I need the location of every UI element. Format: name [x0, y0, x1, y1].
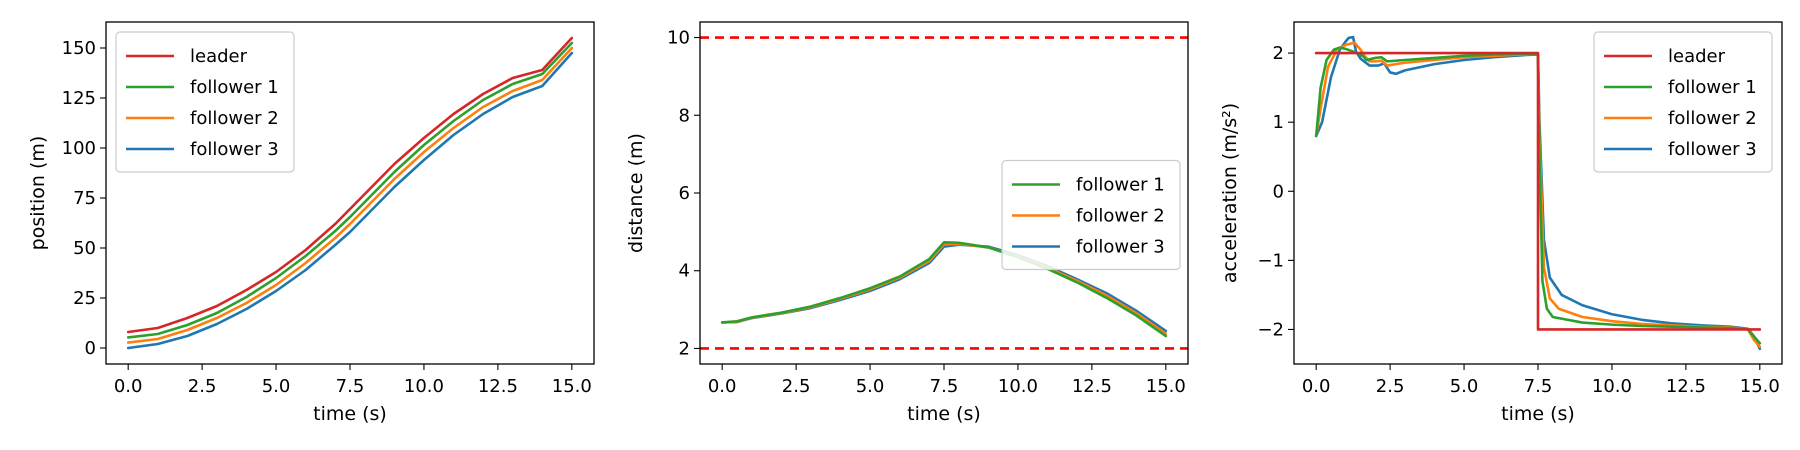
x-tick-label: 2.5: [782, 376, 811, 397]
legend-label-follower-1: follower 1: [190, 77, 279, 98]
legend: follower 1 follower 2 follower 3: [1001, 159, 1181, 271]
chart-panel-2: 0.0 2.5 5.0 7.5 10.0 12.5 15.0 2 4 6 8 10 time (s) di…: [625, 21, 1189, 425]
legend-label-follower-2: follower 2: [1668, 108, 1757, 129]
series-line-follower-1: [126, 41, 574, 339]
x-tick-label: 2.5: [1376, 376, 1405, 397]
x-tick-label: 12.5: [1666, 376, 1706, 397]
legend-label-leader: leader: [190, 46, 248, 67]
legend: leader follower 1 follower 2 follower 3: [1593, 31, 1773, 173]
x-tick-label: 12.5: [478, 376, 518, 397]
x-tick-label: 10.0: [404, 376, 444, 397]
x-tick-label: 15.0: [1146, 376, 1186, 397]
x-tick-label: 5.0: [262, 376, 291, 397]
y-tick-label: 10: [667, 28, 690, 49]
y-tick-label: −2: [1257, 319, 1284, 340]
y-axis-label: acceleration (m/s²): [1219, 103, 1241, 283]
y-tick-label: 150: [62, 38, 96, 59]
x-tick-label: 0.0: [1302, 376, 1331, 397]
x-tick-label: 0.0: [708, 376, 737, 397]
legend: leader follower 1 follower 2 follower 3: [115, 31, 295, 173]
x-tick-label: 15.0: [552, 376, 592, 397]
legend-label-follower-3: follower 3: [1668, 139, 1757, 160]
legend-label-follower-1: follower 1: [1668, 77, 1757, 98]
legend-label-leader: leader: [1668, 46, 1726, 67]
x-tick-label: 5.0: [856, 376, 885, 397]
series-line-follower-1: [720, 241, 1168, 338]
series-line-leader: [1314, 51, 1762, 331]
y-tick-label: 25: [73, 288, 96, 309]
x-tick-label: 10.0: [998, 376, 1038, 397]
legend-label-follower-3: follower 3: [190, 139, 279, 160]
series-line-follower-2: [126, 46, 574, 344]
x-tick-label: 7.5: [1524, 376, 1553, 397]
series-group: [1314, 35, 1762, 351]
legend-label-follower-1: follower 1: [1076, 175, 1165, 196]
x-axis-label: time (s): [313, 403, 387, 425]
series-line-follower-3: [126, 51, 574, 350]
chart-panel-3: 0.0 2.5 5.0 7.5 10.0 12.5 15.0 −2 −1 0 1 2 time (s) a…: [1219, 21, 1783, 425]
y-tick-label: 75: [73, 188, 96, 209]
y-tick-label: 100: [62, 138, 96, 159]
x-tick-label: 2.5: [188, 376, 217, 397]
y-tick-label: 0: [1273, 181, 1284, 202]
y-tick-label: 2: [1273, 43, 1284, 64]
x-tick-label: 0.0: [114, 376, 143, 397]
x-tick-label: 7.5: [930, 376, 959, 397]
legend-label-follower-2: follower 2: [1076, 206, 1165, 227]
y-tick-label: −1: [1257, 250, 1284, 271]
y-tick-label: 8: [679, 105, 690, 126]
series-group: [126, 36, 574, 350]
x-tick-label: 15.0: [1740, 376, 1780, 397]
x-axis-label: time (s): [907, 403, 981, 425]
y-tick-label: 6: [679, 183, 690, 204]
x-tick-label: 10.0: [1592, 376, 1632, 397]
x-tick-label: 7.5: [336, 376, 365, 397]
y-tick-label: 1: [1273, 112, 1284, 133]
y-tick-label: 125: [62, 88, 96, 109]
series-line-follower-1: [1314, 46, 1762, 345]
x-axis-label: time (s): [1501, 403, 1575, 425]
y-tick-label: 0: [85, 338, 96, 359]
legend-label-follower-2: follower 2: [190, 108, 279, 129]
x-tick-label: 5.0: [1450, 376, 1479, 397]
legend-box: [1593, 31, 1773, 173]
y-tick-label: 4: [679, 261, 690, 282]
series-line-follower-3: [1314, 35, 1762, 351]
legend-label-follower-3: follower 3: [1076, 237, 1165, 258]
series-group: [720, 241, 1168, 338]
series-line-leader: [126, 36, 574, 334]
legend-box: [1001, 159, 1181, 271]
chart-panel-1: 0.0 2.5 5.0 7.5 10.0 12.5 15.0 0 25 50 75 100 125 150…: [27, 21, 595, 425]
y-axis-label: position (m): [27, 136, 49, 251]
y-tick-label: 50: [73, 238, 96, 259]
x-tick-label: 12.5: [1072, 376, 1112, 397]
y-tick-label: 2: [679, 338, 690, 359]
series-line-follower-2: [1314, 41, 1762, 349]
legend-box: [115, 31, 295, 173]
y-axis-label: distance (m): [625, 133, 647, 253]
panels: 0.0 2.5 5.0 7.5 10.0 12.5 15.00255075100125150…: [27, 21, 1783, 425]
